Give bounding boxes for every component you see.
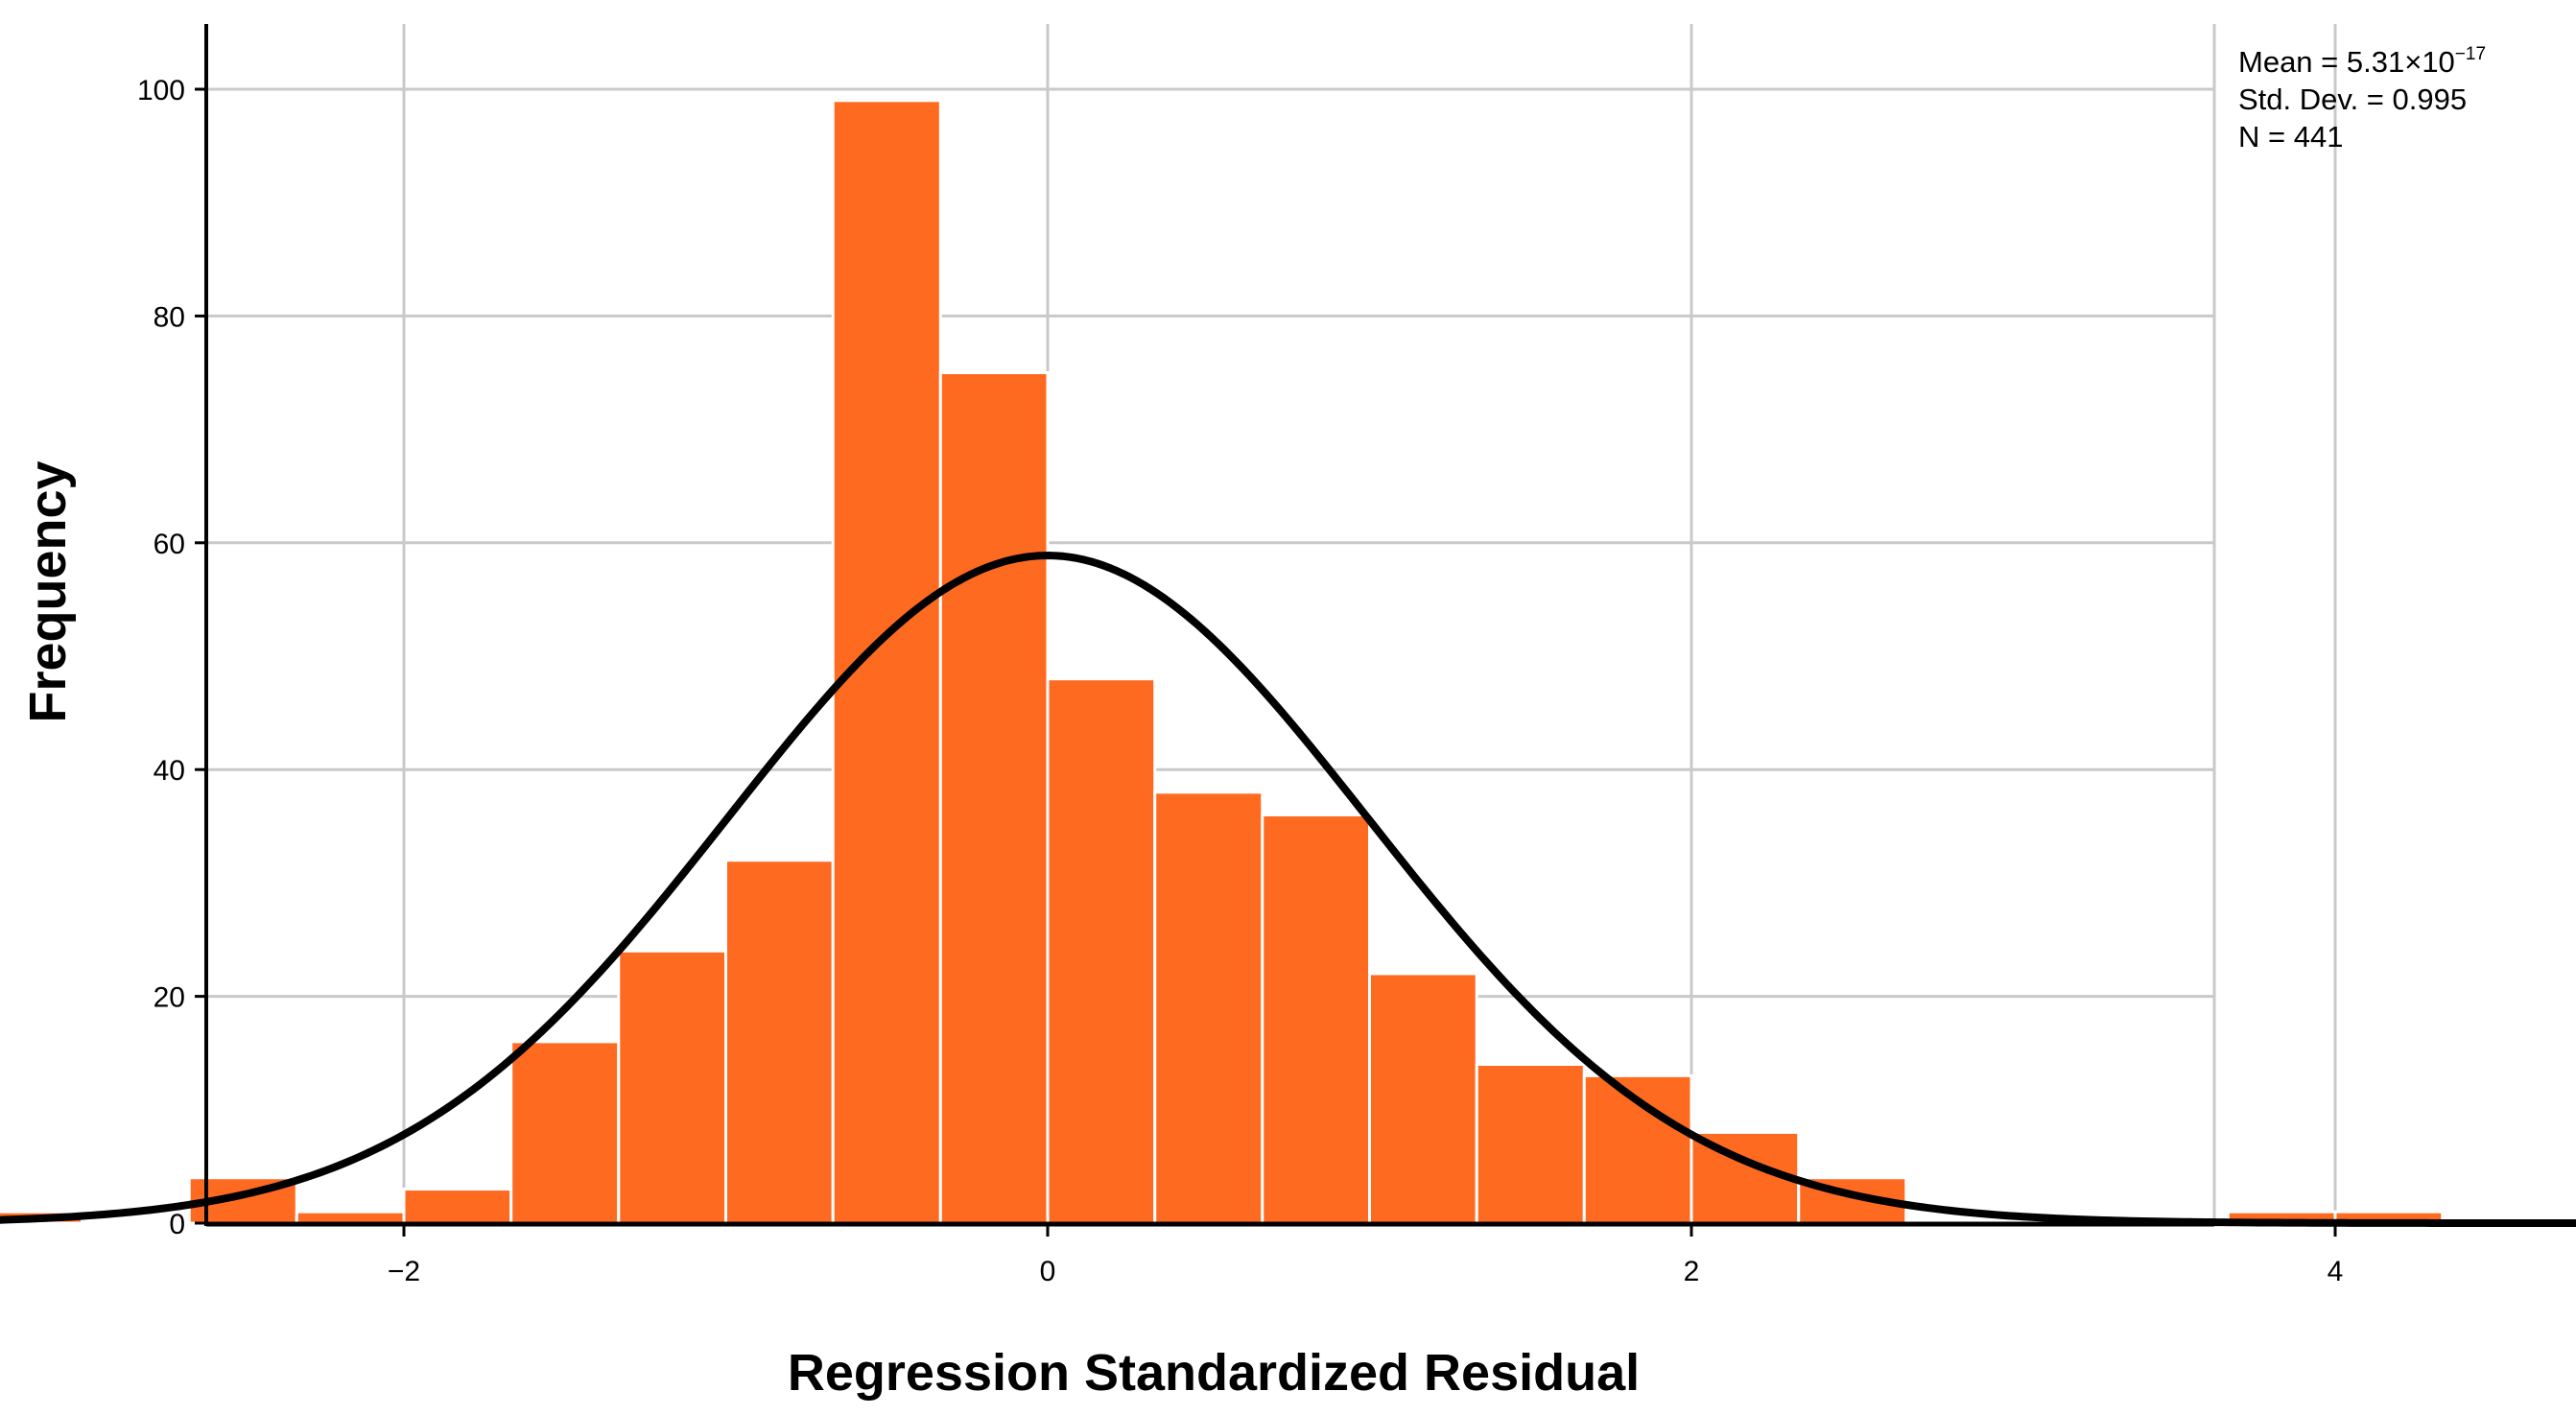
- histogram-bar: [295, 1210, 406, 1225]
- x-axis-title: Regression Standardized Residual: [788, 1344, 1640, 1402]
- x-axis-tick-labels: −4−20246: [388, 1256, 2344, 1287]
- y-tick-label: 40: [154, 755, 185, 787]
- x-tick-label: 2: [1684, 1256, 1700, 1287]
- histogram-bar: [402, 1188, 513, 1225]
- normal-distribution-curve: [0, 552, 2576, 1227]
- histogram-bar: [617, 949, 727, 1225]
- y-tick-label: 60: [154, 529, 185, 560]
- y-axis-title: Frequency: [19, 460, 77, 722]
- histogram-bar: [1153, 790, 1264, 1225]
- y-tick-label: 20: [154, 982, 185, 1014]
- x-tick-label: 0: [1040, 1256, 1056, 1287]
- y-tick-label: 100: [137, 75, 185, 106]
- x-tick-label: −2: [388, 1256, 420, 1287]
- histogram-bar: [1261, 813, 1371, 1225]
- axes: [195, 24, 2337, 1237]
- histogram-bar: [1368, 972, 1478, 1225]
- histogram-bars: [0, 99, 2445, 1225]
- x-tick-label: 4: [2328, 1256, 2344, 1287]
- histogram-bar: [724, 859, 835, 1225]
- stats-mean-exponent: −17: [2455, 44, 2486, 64]
- statistics-box: Mean = 5.31×10−17 Std. Dev. = 0.995 N = …: [2238, 44, 2486, 153]
- histogram-bar: [1475, 1063, 1586, 1225]
- histogram-bar: [831, 99, 942, 1225]
- y-axis-tick-labels: 0 20 40 60 80 100: [137, 75, 185, 1240]
- stats-mean-text: Mean = 5.31×10: [2238, 45, 2455, 79]
- y-tick-label: 0: [169, 1209, 185, 1240]
- grid-lines: [206, 24, 2337, 1223]
- stats-std-dev: Std. Dev. = 0.995: [2238, 83, 2467, 116]
- stats-mean: Mean = 5.31×10−17: [2238, 44, 2486, 79]
- histogram-bar: [938, 371, 1050, 1225]
- stats-n: N = 441: [2238, 120, 2343, 153]
- y-tick-label: 80: [154, 301, 185, 333]
- histogram-bar: [509, 1040, 621, 1225]
- histogram-bar: [1046, 677, 1157, 1225]
